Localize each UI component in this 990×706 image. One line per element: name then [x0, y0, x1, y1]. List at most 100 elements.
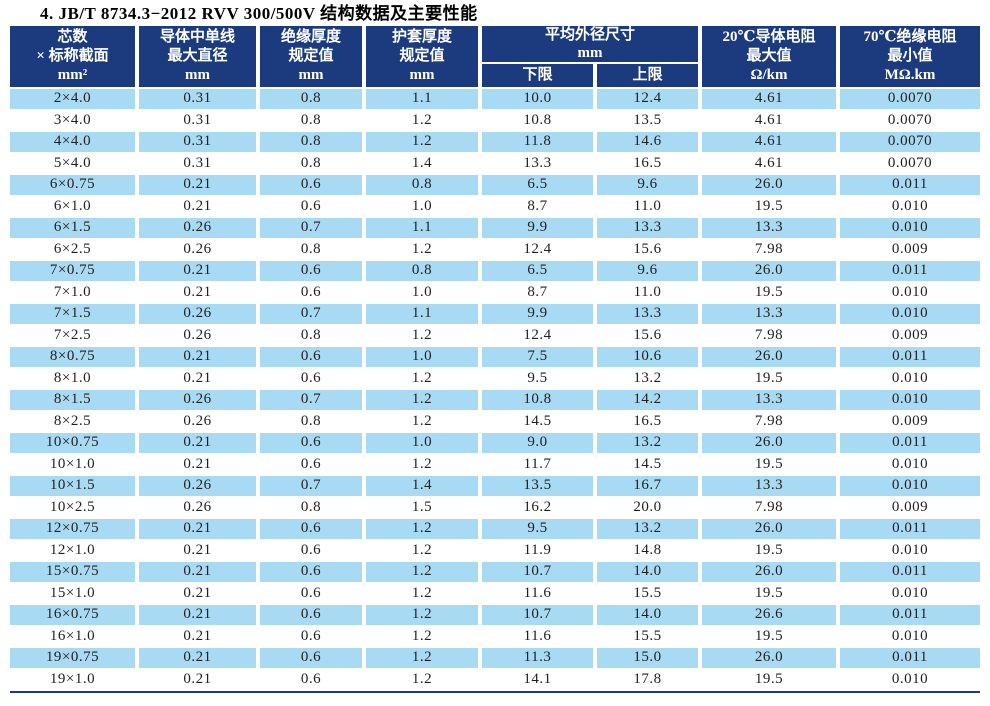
cell-max-single-wire-diameter: 0.26: [139, 325, 260, 347]
cell-cores-section: 16×0.75: [10, 605, 139, 627]
cell-cores-section: 6×1.5: [10, 218, 139, 240]
table-row: 12×1.0 0.21 0.6 1.2 11.9 14.8 19.5 0.010: [10, 540, 981, 562]
cell-lower-limit: 12.4: [482, 325, 597, 347]
cell-lower-limit: 9.9: [482, 304, 597, 326]
cell-lower-limit: 10.8: [482, 390, 597, 412]
cell-cores-section: 8×1.5: [10, 390, 139, 412]
cell-max-single-wire-diameter: 0.21: [139, 605, 260, 627]
cell-upper-limit: 15.6: [597, 325, 703, 347]
cell-sheath-thickness: 1.2: [366, 605, 482, 627]
cell-insulation-thickness: 0.6: [260, 261, 366, 283]
cell-lower-limit: 10.7: [482, 605, 597, 627]
cell-lower-limit: 10.8: [482, 110, 597, 132]
table-row: 15×1.0 0.21 0.6 1.2 11.6 15.5 19.5 0.010: [10, 583, 981, 605]
cell-lower-limit: 11.7: [482, 454, 597, 476]
table-row: 8×2.5 0.26 0.8 1.2 14.5 16.5 7.98 0.009: [10, 411, 981, 433]
cell-cores-section: 15×0.75: [10, 562, 139, 584]
table-row: 10×1.5 0.26 0.7 1.4 13.5 16.7 13.3 0.010: [10, 476, 981, 498]
cell-conductor-resistance-20c: 26.0: [702, 519, 841, 541]
cell-cores-section: 2×4.0: [10, 89, 139, 111]
cell-insulation-resistance-70c: 0.011: [840, 648, 981, 670]
cell-insulation-resistance-70c: 0.010: [840, 369, 981, 390]
cell-insulation-thickness: 0.6: [260, 540, 366, 562]
cell-cores-section: 8×0.75: [10, 347, 139, 369]
table-bottom-rule: [10, 691, 980, 693]
cable-spec-table: 芯数 × 标称截面 mm² 导体中单线 最大直径 mm 绝缘厚度 规定值 mm 护套厚度 规定值 mm…: [10, 26, 981, 691]
cell-sheath-thickness: 1.2: [366, 132, 482, 154]
cell-cores-section: 6×2.5: [10, 239, 139, 261]
cell-insulation-thickness: 0.6: [260, 282, 366, 304]
cell-lower-limit: 6.5: [482, 261, 597, 283]
cell-insulation-resistance-70c: 0.011: [840, 261, 981, 283]
cell-sheath-thickness: 1.2: [366, 368, 482, 390]
cell-insulation-resistance-70c: 0.0070: [840, 132, 981, 154]
cell-cores-section: 10×1.0: [10, 454, 139, 476]
cell-upper-limit: 14.6: [597, 132, 703, 154]
cell-max-single-wire-diameter: 0.21: [139, 196, 260, 218]
cell-insulation-thickness: 0.7: [260, 304, 366, 326]
cell-insulation-resistance-70c: 0.011: [840, 347, 981, 369]
table-row: 15×0.75 0.21 0.6 1.2 10.7 14.0 26.0 0.011: [10, 562, 981, 584]
cell-upper-limit: 13.2: [597, 368, 703, 390]
cell-max-single-wire-diameter: 0.26: [139, 390, 260, 412]
cell-sheath-thickness: 1.2: [366, 110, 482, 132]
cell-lower-limit: 11.6: [482, 583, 597, 605]
cell-lower-limit: 12.4: [482, 239, 597, 261]
cell-lower-limit: 7.5: [482, 347, 597, 369]
col-header-insulation-resistance-70c: 70℃绝缘电阻 最小值 MΩ.km: [840, 26, 981, 89]
cell-upper-limit: 9.6: [597, 175, 703, 197]
cell-sheath-thickness: 1.2: [366, 626, 482, 648]
cell-cores-section: 16×1.0: [10, 626, 139, 648]
table-row: 12×0.75 0.21 0.6 1.2 9.5 13.2 26.0 0.011: [10, 519, 981, 541]
cell-insulation-thickness: 0.8: [260, 239, 366, 261]
cell-cores-section: 7×1.5: [10, 304, 139, 326]
cell-lower-limit: 16.2: [482, 497, 597, 519]
cell-sheath-thickness: 1.1: [366, 89, 482, 111]
cell-conductor-resistance-20c: 7.98: [702, 239, 841, 261]
cell-insulation-resistance-70c: 0.011: [840, 562, 981, 584]
cell-upper-limit: 16.7: [597, 476, 703, 498]
cell-insulation-resistance-70c: 0.010: [840, 455, 981, 476]
cell-conductor-resistance-20c: 19.5: [702, 540, 841, 562]
cell-sheath-thickness: 1.2: [366, 562, 482, 584]
cell-insulation-thickness: 0.6: [260, 648, 366, 670]
cell-conductor-resistance-20c: 13.3: [702, 218, 841, 240]
cell-conductor-resistance-20c: 26.0: [702, 562, 841, 584]
cell-cores-section: 8×2.5: [10, 411, 139, 433]
cell-max-single-wire-diameter: 0.21: [139, 433, 260, 455]
cell-conductor-resistance-20c: 26.0: [702, 433, 841, 455]
cell-max-single-wire-diameter: 0.21: [139, 626, 260, 648]
cell-sheath-thickness: 1.2: [366, 325, 482, 347]
table-row: 19×0.75 0.21 0.6 1.2 11.3 15.0 26.0 0.011: [10, 648, 981, 670]
cell-sheath-thickness: 1.0: [366, 196, 482, 218]
cell-sheath-thickness: 1.1: [366, 218, 482, 240]
cell-sheath-thickness: 1.5: [366, 497, 482, 519]
cell-lower-limit: 9.0: [482, 433, 597, 455]
cell-sheath-thickness: 1.0: [366, 433, 482, 455]
cell-cores-section: 6×0.75: [10, 175, 139, 197]
cell-lower-limit: 11.9: [482, 540, 597, 562]
cell-upper-limit: 12.4: [597, 89, 703, 111]
cell-insulation-thickness: 0.6: [260, 196, 366, 218]
cell-conductor-resistance-20c: 13.3: [702, 390, 841, 412]
cell-cores-section: 3×4.0: [10, 110, 139, 132]
cell-conductor-resistance-20c: 19.5: [702, 196, 841, 218]
cell-insulation-thickness: 0.6: [260, 368, 366, 390]
table-header: 芯数 × 标称截面 mm² 导体中单线 最大直径 mm 绝缘厚度 规定值 mm 护套厚度 规定值 mm…: [10, 26, 981, 89]
cell-max-single-wire-diameter: 0.26: [139, 497, 260, 519]
cell-max-single-wire-diameter: 0.21: [139, 454, 260, 476]
cell-max-single-wire-diameter: 0.21: [139, 347, 260, 369]
cell-sheath-thickness: 1.2: [366, 583, 482, 605]
cell-insulation-thickness: 0.6: [260, 454, 366, 476]
cell-upper-limit: 14.0: [597, 605, 703, 627]
cell-max-single-wire-diameter: 0.21: [139, 583, 260, 605]
cell-cores-section: 19×1.0: [10, 669, 139, 691]
col-header-conductor-resistance-20c: 20℃导体电阻 最大值 Ω/km: [702, 26, 841, 89]
cell-conductor-resistance-20c: 26.0: [702, 175, 841, 197]
table-row: 16×0.75 0.21 0.6 1.2 10.7 14.0 26.6 0.011: [10, 605, 981, 627]
cell-conductor-resistance-20c: 19.5: [702, 282, 841, 304]
cell-cores-section: 4×4.0: [10, 132, 139, 154]
cell-max-single-wire-diameter: 0.21: [139, 175, 260, 197]
cell-max-single-wire-diameter: 0.26: [139, 218, 260, 240]
cell-insulation-resistance-70c: 0.0070: [840, 111, 981, 132]
